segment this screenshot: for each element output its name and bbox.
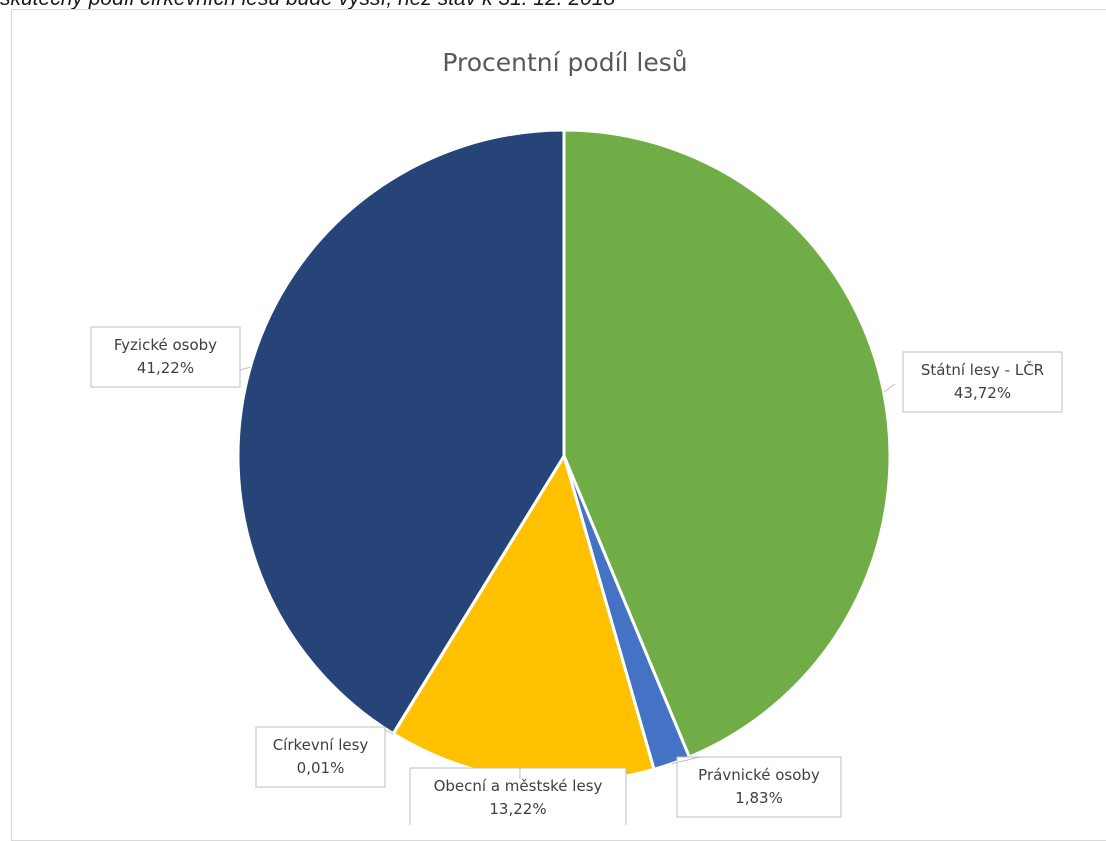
data-label-name: Církevní lesy <box>273 736 369 754</box>
data-label-cirkevni-lesy: Církevní lesy 0,01% <box>256 727 393 787</box>
data-label-name: Obecní a městské lesy <box>434 777 603 795</box>
leader-line <box>884 384 895 392</box>
data-label-value: 41,22% <box>137 359 194 377</box>
data-label-name: Fyzické osoby <box>114 336 217 354</box>
data-label-name: Právnické osoby <box>698 766 820 784</box>
data-label-value: 1,83% <box>735 789 783 807</box>
data-label-pravnicke-osoby: Právnické osoby 1,83% <box>672 757 841 817</box>
data-label-statni-lesy-lcr: Státní lesy - LČR 43,72% <box>884 352 1062 412</box>
data-label-value: 0,01% <box>297 759 345 777</box>
data-label-fyzicke-osoby: Fyzické osoby 41,22% <box>91 327 250 387</box>
data-label-value: 13,22% <box>489 800 546 818</box>
data-label-value: 43,72% <box>954 384 1011 402</box>
data-label-obecni-a-mestske-lesy: Obecní a městské lesy 13,22% <box>410 768 626 825</box>
data-label-name: Státní lesy - LČR <box>921 360 1044 379</box>
